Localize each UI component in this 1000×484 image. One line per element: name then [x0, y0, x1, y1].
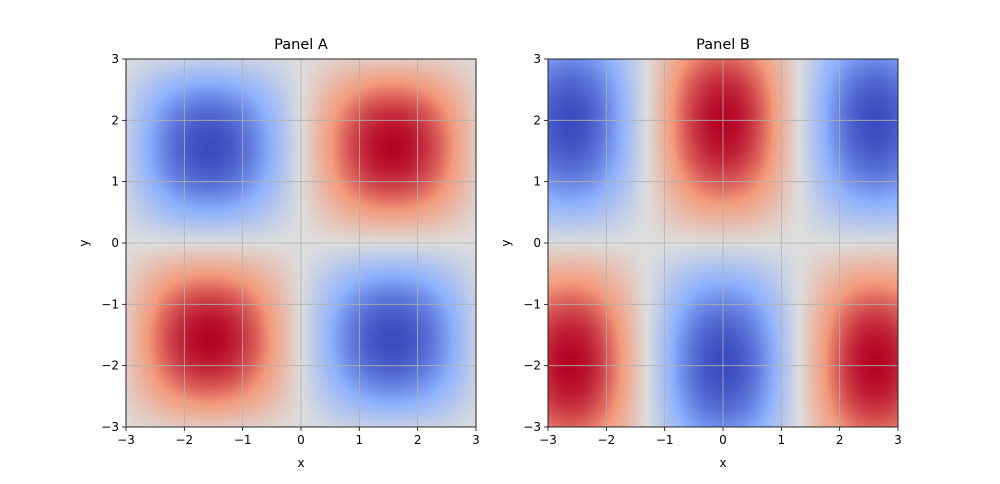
y-tick-label: 0 — [533, 236, 541, 250]
y-axis-label: y — [77, 239, 91, 246]
x-tick-label: 1 — [356, 433, 364, 447]
x-tick-label: −1 — [234, 433, 252, 447]
y-tick-label: −1 — [523, 297, 541, 311]
y-tick-label: −3 — [101, 420, 119, 434]
y-tick-label: −3 — [523, 420, 541, 434]
x-tick-label: 2 — [414, 433, 422, 447]
axes-frame — [125, 58, 477, 428]
y-tick-label: 1 — [111, 175, 119, 189]
y-tick-label: −2 — [523, 359, 541, 373]
y-tick-label: 2 — [111, 113, 119, 127]
x-tick-label: 0 — [297, 433, 305, 447]
y-tick-label: 3 — [533, 52, 541, 66]
x-axis-label: x — [719, 456, 726, 470]
y-tick-label: −2 — [101, 359, 119, 373]
x-tick-label: −2 — [597, 433, 615, 447]
x-tick-label: −1 — [656, 433, 674, 447]
y-axis-label: y — [499, 239, 513, 246]
panel-a: −3 −2 −1 0 1 2 3 −3 −2 −1 0 1 2 3 Panel A x y — [77, 37, 480, 470]
x-axis-label: x — [297, 456, 304, 470]
y-tick-label: 2 — [533, 113, 541, 127]
y-tick-label: 0 — [111, 236, 119, 250]
x-tick-label: 3 — [894, 433, 902, 447]
y-tick-label: −1 — [101, 297, 119, 311]
x-tick-label: −3 — [117, 433, 135, 447]
y-tick-label: 1 — [533, 175, 541, 189]
x-tick-label: 2 — [836, 433, 844, 447]
x-tick-label: −2 — [175, 433, 193, 447]
panel-b: −3 −2 −1 0 1 2 3 −3 −2 −1 0 1 2 3 Panel B x y — [499, 37, 902, 470]
axes-frame — [547, 58, 899, 428]
y-tick-label: 3 — [111, 52, 119, 66]
x-tick-label: 3 — [472, 433, 480, 447]
x-tick-label: −3 — [539, 433, 557, 447]
chart-title: Panel A — [274, 37, 328, 53]
x-tick-label: 0 — [719, 433, 727, 447]
x-tick-label: 1 — [778, 433, 786, 447]
chart-title: Panel B — [696, 37, 750, 53]
